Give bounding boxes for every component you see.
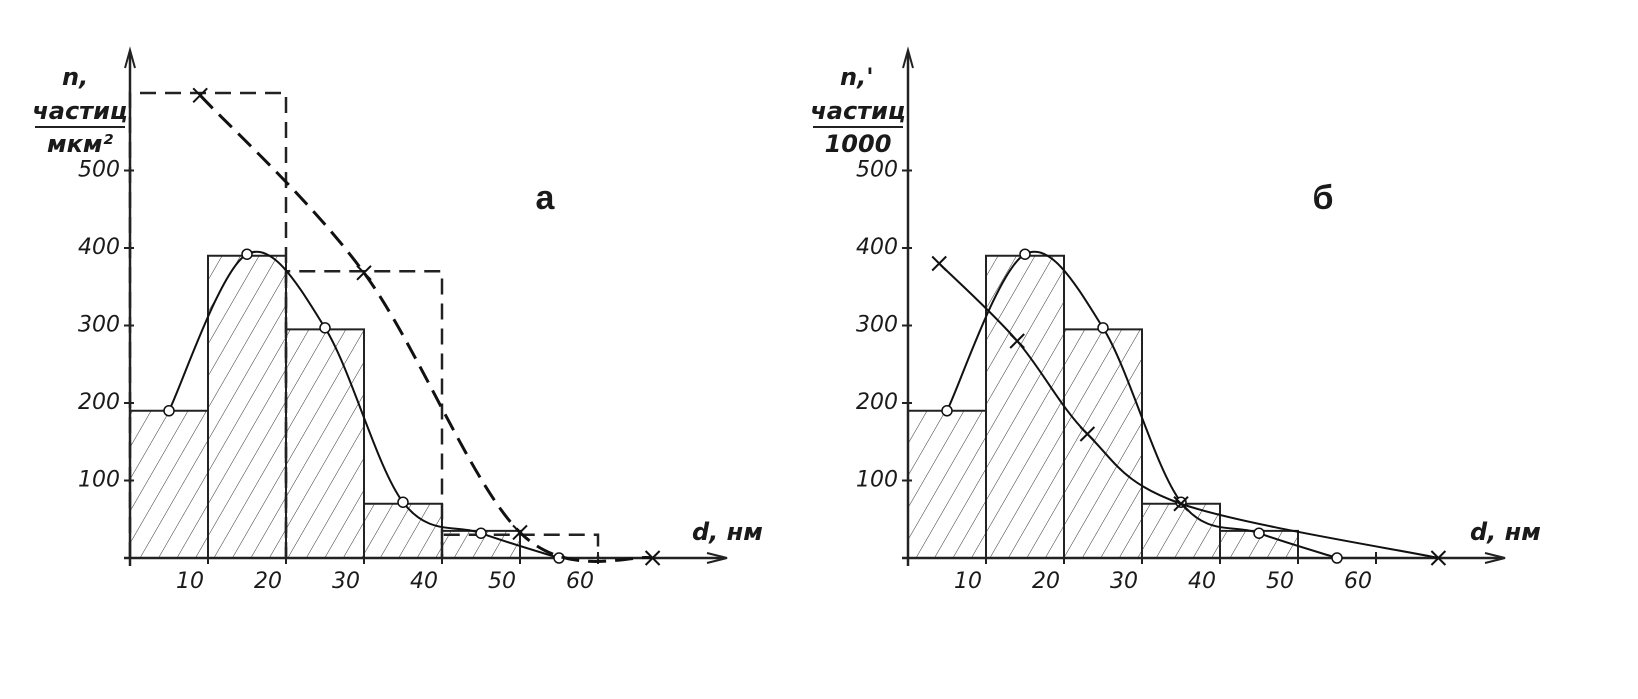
histogram-bar <box>985 254 1065 559</box>
circle-marker <box>1331 552 1343 564</box>
x-tick-label: 20 <box>1032 569 1060 594</box>
axis-arrow <box>902 46 1506 564</box>
cross-marker <box>1009 333 1025 349</box>
circle-marker <box>319 322 331 334</box>
outline-bar <box>284 270 444 558</box>
cross-marker <box>931 255 947 272</box>
circle-marker <box>1253 527 1265 539</box>
circle-marker <box>241 248 253 260</box>
x-tick-label: 20 <box>254 569 282 594</box>
y-tick-label: 200 <box>78 390 120 415</box>
circle-marker <box>1019 248 1031 260</box>
circle-marker <box>397 496 409 508</box>
x-tick-label: 60 <box>566 569 594 594</box>
x-tick-label: 50 <box>488 569 516 594</box>
histogram-bar <box>129 409 209 559</box>
cross-marker <box>1430 550 1447 566</box>
y-axis-label-numerator: частиц <box>32 97 127 125</box>
circle-marker <box>941 405 953 417</box>
y-tick-label: 500 <box>856 158 898 183</box>
x-axis-label: d, нм <box>692 518 763 546</box>
axis-arrow <box>124 46 728 564</box>
y-tick-label: 400 <box>78 235 120 260</box>
x-tick-label: 30 <box>1110 569 1138 594</box>
y-axis-label: n,' <box>840 63 874 91</box>
curve <box>938 262 1439 559</box>
x-tick-label: 40 <box>1188 569 1216 594</box>
x-axis-label: d, нм <box>1470 518 1541 546</box>
x-tick-label: 30 <box>332 569 360 594</box>
y-tick-label: 200 <box>856 390 898 415</box>
circle-marker <box>475 527 487 539</box>
x-tick-label: 60 <box>1344 569 1372 594</box>
panel-label: б <box>1312 179 1333 217</box>
histogram-bar <box>363 502 443 559</box>
y-tick-label: 300 <box>856 313 898 338</box>
y-tick-label: 400 <box>856 235 898 260</box>
y-axis-label: n, <box>62 63 88 91</box>
y-tick-label: 300 <box>78 313 120 338</box>
cross-marker <box>192 87 208 104</box>
histogram-bar <box>907 409 987 559</box>
y-axis-label-denominator: мкм² <box>47 130 114 158</box>
outline-bar <box>440 533 600 558</box>
cross-marker <box>1173 496 1189 512</box>
x-tick-label: 10 <box>176 569 204 594</box>
cross-marker <box>1079 426 1096 442</box>
y-tick-label: 100 <box>856 468 898 493</box>
y-tick-label: 500 <box>78 158 120 183</box>
y-axis-label-denominator: 1000 <box>825 130 892 158</box>
circle-marker <box>163 405 175 417</box>
circle-marker <box>1097 322 1109 334</box>
histogram-bar <box>207 254 287 559</box>
x-tick-label: 50 <box>1266 569 1294 594</box>
histogram-bar <box>285 328 365 559</box>
cross-marker <box>644 550 661 566</box>
y-tick-label: 100 <box>78 468 120 493</box>
x-tick-label: 10 <box>954 569 982 594</box>
cross-marker <box>512 524 528 541</box>
panel-label: а <box>536 179 556 217</box>
histogram-bar <box>1063 328 1143 559</box>
x-tick-label: 40 <box>410 569 438 594</box>
y-axis-label-numerator: частиц <box>810 97 905 125</box>
cross-marker <box>356 265 372 281</box>
